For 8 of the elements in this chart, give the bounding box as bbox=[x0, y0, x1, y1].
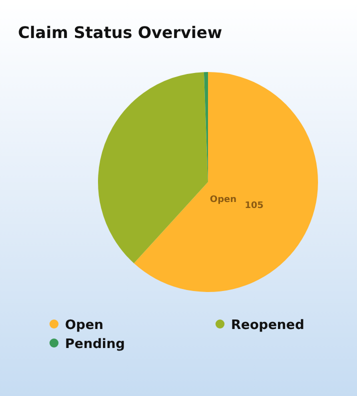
chart-title: Claim Status Overview bbox=[18, 23, 222, 42]
legend-label: Open bbox=[65, 318, 104, 333]
legend-label: Reopened bbox=[231, 318, 304, 333]
legend-label: Pending bbox=[65, 337, 125, 352]
pie-slice bbox=[134, 72, 318, 292]
pie-slice bbox=[98, 72, 208, 264]
slice-label: Open bbox=[210, 194, 237, 205]
data-label: 105 bbox=[244, 200, 264, 211]
